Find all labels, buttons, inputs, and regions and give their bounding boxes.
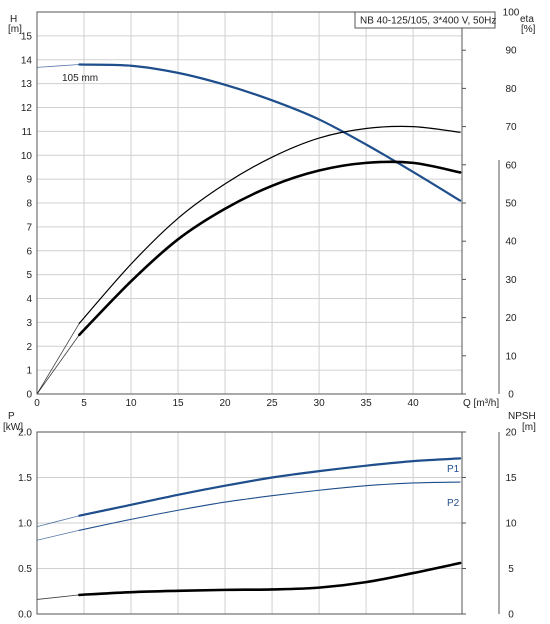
upper-left-tick-label: 5 [26,270,32,281]
series-H-line [78,63,462,202]
right-axis-unit-m: [m] [522,422,536,433]
upper-left-tick-label: 7 [26,222,32,233]
lower-tick-labels: 0.0 0.5 1.0 1.5 2.0 0 5 10 15 20 [18,428,517,621]
left-axis-label-h: H [10,14,17,25]
left-axis-unit-m: [m] [8,24,22,35]
upper-left-tick-label: 14 [21,55,33,66]
upper-right-tick-label: 10 [505,351,517,362]
x-tick-label: 30 [314,398,326,409]
lower-right-tick-label: 0 [508,610,514,621]
left-axis-unit-kw: [kW] [3,422,23,433]
upper-left-tick-label: 12 [21,103,33,114]
upper-right-tick-label: 90 [505,46,517,57]
upper-tick-labels: 0123456789101112131415010203040506070809… [21,8,520,410]
series-P1-extension [36,515,80,528]
upper-grid [37,12,462,394]
upper-left-tick-label: 8 [26,199,32,210]
series-NPSH-line [78,561,462,597]
x-tick-label: 40 [408,398,420,409]
title-box [354,11,496,29]
series-P1-line [78,457,462,517]
left-axis-label-p: P [8,411,15,422]
upper-right-tick-label: 50 [505,199,517,210]
series-H-extension [36,64,80,68]
x-tick-label: 20 [219,398,231,409]
lower-right-tick-label: 15 [505,473,517,484]
upper-left-tick-label: 3 [26,318,32,329]
chart-title: NB 40-125/105, 3*400 V, 50Hz [360,16,496,27]
head-efficiency-panel: 0123456789101112131415010203040506070809… [8,8,536,410]
x-tick-label: 35 [361,398,373,409]
lower-right-tick-label: 20 [505,428,517,439]
right-axis-label-eta: eta [520,14,534,25]
lower-right-tick-label: 10 [505,519,517,530]
series-eta_pump-extension [36,323,80,395]
upper-left-tick-label: 4 [26,294,32,305]
upper-right-tick-label: 40 [505,237,517,248]
upper-left-tick-label: 0 [26,390,32,401]
upper-left-tick-label: 9 [26,175,32,186]
upper-right-tick-label: 100 [503,8,520,19]
curve-label-105mm: 105 mm [62,73,98,84]
upper-left-tick-label: 6 [26,246,32,257]
upper-right-tick-label: 60 [505,160,517,171]
upper-right-tick-label: 20 [505,313,517,324]
upper-left-tick-label: 10 [21,151,33,162]
upper-right-tick-label: 0 [508,390,514,401]
upper-right-tick-label: 80 [505,84,517,95]
lower-left-tick-label: 1.5 [18,473,32,484]
upper-left-tick-label: 2 [26,342,32,353]
right-axis-label-npsh: NPSH [508,411,536,422]
series-NPSH-extension [36,594,80,600]
series-P2-line [78,481,461,531]
x-axis-label-q: Q [m³/h] [463,398,499,409]
upper-series [36,63,462,395]
upper-right-tick-label: 30 [505,275,517,286]
right-axis-unit-percent: [%] [521,24,536,35]
lower-right-tick-label: 5 [508,564,514,575]
lower-left-tick-label: 0.0 [18,610,32,621]
x-tick-label: 15 [172,398,184,409]
series-P2-extension [36,529,80,541]
lower-grid [37,431,462,614]
series-label-p2: P2 [447,498,460,509]
lower-series [36,457,462,600]
x-tick-label: 0 [34,398,40,409]
series-eta_total-line [78,160,462,337]
series-eta_total-extension [36,334,80,395]
lower-left-tick-label: 1.0 [18,519,32,530]
upper-left-tick-label: 1 [26,366,32,377]
lower-left-tick-label: 0.5 [18,564,32,575]
upper-left-tick-label: 13 [21,79,33,90]
x-tick-label: 10 [125,398,137,409]
x-tick-label: 25 [267,398,279,409]
upper-right-tick-label: 70 [505,122,517,133]
series-eta_pump-line [78,125,461,324]
x-tick-label: 5 [81,398,87,409]
upper-left-tick-label: 11 [22,127,33,138]
series-label-p1: P1 [447,464,460,475]
lower-left-tick-label: 2.0 [18,428,32,439]
upper-left-tick-label: 15 [21,31,33,42]
